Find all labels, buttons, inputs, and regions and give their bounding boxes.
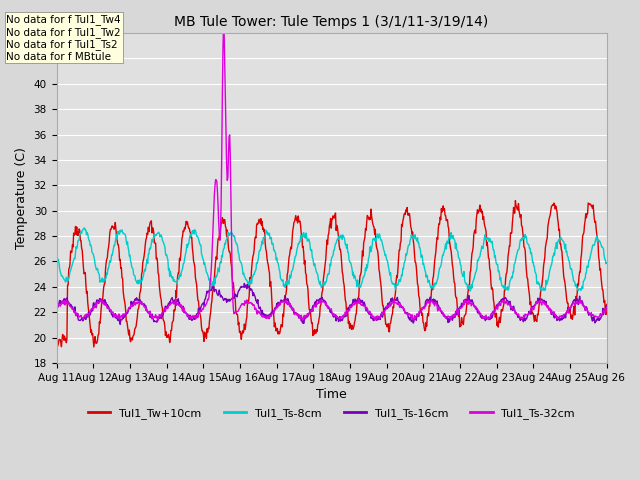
Y-axis label: Temperature (C): Temperature (C) [15,147,28,249]
Title: MB Tule Tower: Tule Temps 1 (3/1/11-3/19/14): MB Tule Tower: Tule Temps 1 (3/1/11-3/19… [175,15,489,29]
X-axis label: Time: Time [316,388,347,401]
Legend: Tul1_Tw+10cm, Tul1_Ts-8cm, Tul1_Ts-16cm, Tul1_Ts-32cm: Tul1_Tw+10cm, Tul1_Ts-8cm, Tul1_Ts-16cm,… [84,404,580,423]
Text: No data for f Tul1_Tw4
No data for f Tul1_Tw2
No data for f Tul1_Ts2
No data for: No data for f Tul1_Tw4 No data for f Tul… [6,14,121,62]
